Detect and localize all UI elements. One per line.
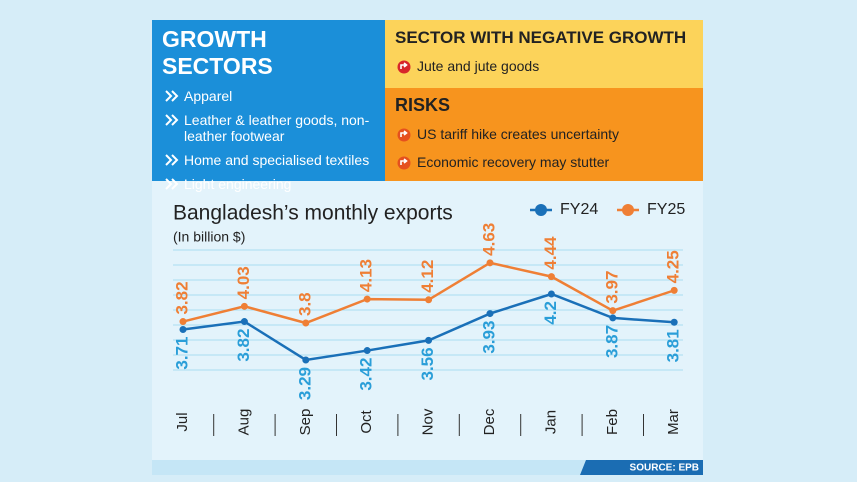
- legend-label: FY25: [647, 201, 685, 218]
- data-point: [670, 286, 678, 294]
- legend-label: FY24: [560, 201, 598, 218]
- x-tick-label: Jan: [542, 410, 559, 434]
- bullet-icon: [397, 156, 411, 170]
- value-label: 3.97: [602, 271, 621, 304]
- value-label: 3.82: [234, 329, 253, 362]
- panel-title: RISKS: [395, 95, 451, 115]
- data-point: [240, 302, 248, 310]
- value-label: 4.03: [234, 266, 253, 299]
- list-item: Light engineering: [162, 176, 375, 192]
- data-point: [609, 307, 617, 315]
- item-text: Economic recovery may stutter: [417, 154, 610, 170]
- panel-title: GROWTH SECTORS: [162, 26, 273, 79]
- x-tick-label: Nov: [420, 408, 437, 435]
- list-item: Economic recovery may stutter: [395, 154, 693, 170]
- negative-list: Jute and jute goods: [395, 58, 693, 74]
- value-label: 4.25: [664, 250, 683, 283]
- chart-title: Bangladesh’s monthly exports: [173, 202, 453, 225]
- data-point: [302, 356, 310, 364]
- value-label: 3.8: [295, 292, 314, 316]
- data-point: [302, 319, 310, 327]
- value-label: 3.81: [664, 329, 683, 362]
- bullet-icon: [165, 90, 179, 102]
- data-point: [609, 314, 617, 322]
- item-text: US tariff hike creates uncertainty: [417, 126, 620, 142]
- panel-title: SECTOR WITH NEGATIVE GROWTH: [395, 28, 687, 47]
- list-item: Leather & leather goods, non-leather foo…: [162, 112, 375, 144]
- value-label: 3.87: [602, 325, 621, 358]
- bullet-icon: [165, 154, 179, 166]
- chart-subtitle: (In billion $): [173, 229, 245, 245]
- value-label: 3.82: [172, 281, 191, 314]
- x-tick-label: Mar: [665, 409, 682, 435]
- data-point: [179, 326, 187, 334]
- data-point: [240, 318, 248, 326]
- value-label: 4.44: [541, 236, 560, 270]
- data-point: [425, 296, 433, 304]
- data-point: [425, 336, 433, 344]
- value-label: 3.56: [418, 347, 437, 380]
- data-point: [486, 310, 494, 318]
- negative-panel: SECTOR WITH NEGATIVE GROWTH Jute and jut…: [385, 20, 703, 88]
- item-text: Home and specialised textiles: [184, 152, 370, 168]
- bullet-icon: [397, 128, 411, 142]
- item-text: Leather & leather goods, non-leather foo…: [184, 112, 370, 144]
- legend-marker: [535, 204, 547, 216]
- data-point: [547, 290, 555, 298]
- value-label: 4.2: [541, 301, 560, 325]
- list-item: Jute and jute goods: [395, 58, 693, 74]
- bullet-icon: [165, 178, 179, 190]
- list-item: Apparel: [162, 88, 375, 104]
- x-tick-label: Oct: [358, 410, 375, 434]
- data-point: [363, 347, 371, 355]
- data-point: [547, 273, 555, 281]
- item-text: Jute and jute goods: [417, 58, 540, 74]
- value-label: 3.29: [295, 367, 314, 400]
- item-text: Light engineering: [184, 176, 292, 192]
- x-tick-label: Sep: [297, 409, 314, 436]
- list-item: Home and specialised textiles: [162, 152, 375, 168]
- bullet-icon: [397, 60, 411, 74]
- value-label: 4.63: [479, 223, 498, 256]
- value-label: 3.71: [172, 337, 191, 370]
- footer-bar: [152, 460, 703, 475]
- data-point: [486, 259, 494, 267]
- x-tick-label: Feb: [604, 409, 621, 435]
- value-label: 4.12: [418, 260, 437, 293]
- value-label: 3.93: [479, 321, 498, 354]
- x-tick-label: Jul: [174, 412, 191, 431]
- risks-panel: RISKS US tariff hike creates uncertainty…: [385, 88, 703, 181]
- risks-list: US tariff hike creates uncertainty Econom…: [395, 126, 693, 170]
- list-item: US tariff hike creates uncertainty: [395, 126, 693, 142]
- x-tick-label: Dec: [481, 408, 498, 435]
- data-point: [670, 318, 678, 326]
- data-point: [179, 318, 187, 326]
- growth-panel: GROWTH SECTORS Apparel Leather & leather …: [152, 20, 385, 192]
- source: SOURCE: EPB: [630, 463, 699, 474]
- bullet-icon: [165, 114, 179, 126]
- x-tick-label: Aug: [235, 409, 252, 436]
- item-text: Apparel: [184, 88, 233, 104]
- value-label: 4.13: [357, 259, 376, 292]
- value-label: 3.42: [357, 358, 376, 391]
- source-box: [580, 460, 703, 475]
- growth-list: Apparel Leather & leather goods, non-leat…: [162, 88, 375, 192]
- data-point: [363, 295, 371, 303]
- legend-marker: [622, 204, 634, 216]
